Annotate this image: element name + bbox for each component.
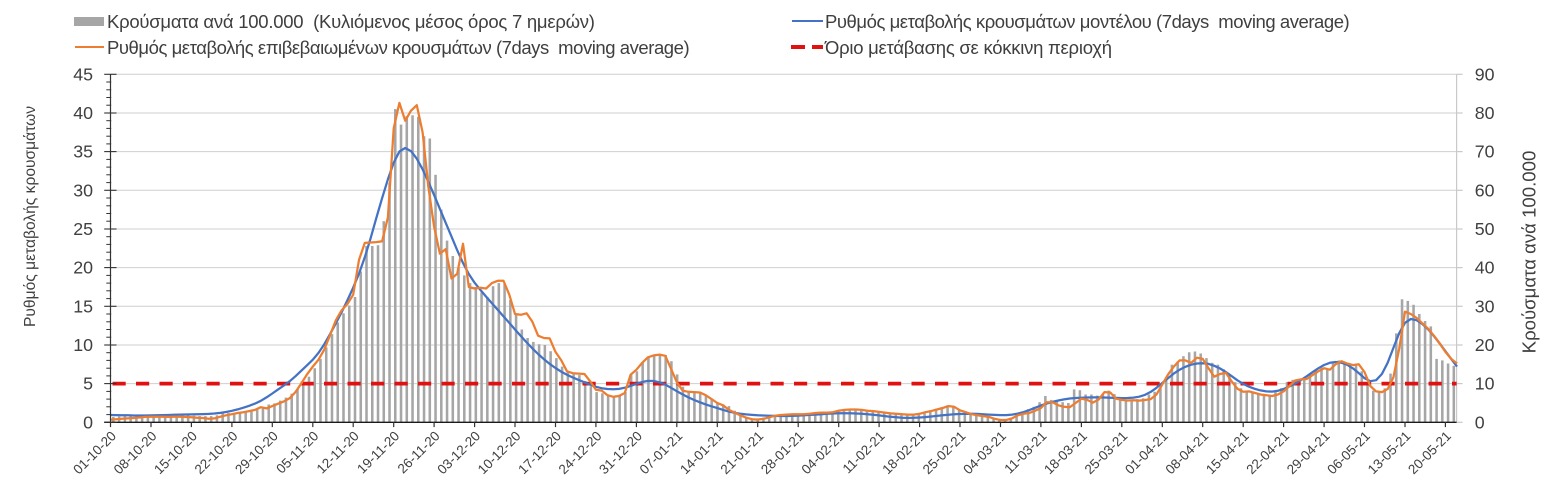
svg-text:11-02-21: 11-02-21: [840, 428, 888, 476]
svg-text:22-10-20: 22-10-20: [192, 428, 241, 477]
svg-text:10: 10: [73, 335, 93, 355]
svg-text:13-05-21: 13-05-21: [1365, 428, 1414, 477]
svg-text:35: 35: [73, 142, 93, 162]
svg-text:10: 10: [1475, 374, 1495, 394]
svg-text:30: 30: [73, 180, 93, 200]
svg-text:15: 15: [73, 296, 93, 316]
svg-text:15-04-21: 15-04-21: [1203, 428, 1252, 477]
svg-text:04-02-21: 04-02-21: [798, 428, 847, 477]
svg-text:28-01-21: 28-01-21: [758, 428, 807, 477]
svg-text:03-12-20: 03-12-20: [434, 428, 483, 477]
svg-text:07-01-21: 07-01-21: [637, 428, 686, 477]
svg-text:30: 30: [1475, 296, 1495, 316]
svg-text:80: 80: [1475, 103, 1495, 123]
svg-text:24-12-20: 24-12-20: [556, 428, 605, 477]
svg-text:19-11-20: 19-11-20: [354, 428, 402, 476]
svg-text:25-02-21: 25-02-21: [920, 428, 969, 477]
svg-text:05-11-20: 05-11-20: [273, 428, 321, 476]
svg-text:20: 20: [73, 258, 93, 278]
svg-text:45: 45: [73, 64, 93, 84]
svg-text:40: 40: [73, 103, 93, 123]
svg-text:25-03-21: 25-03-21: [1082, 428, 1131, 477]
svg-text:40: 40: [1475, 258, 1495, 278]
svg-text:15-10-20: 15-10-20: [151, 428, 200, 477]
svg-text:11-03-21: 11-03-21: [1001, 428, 1049, 476]
svg-text:04-03-21: 04-03-21: [960, 428, 1009, 477]
svg-text:70: 70: [1475, 142, 1495, 162]
svg-text:08-10-20: 08-10-20: [111, 428, 160, 477]
svg-text:0: 0: [1475, 412, 1485, 432]
svg-text:14-01-21: 14-01-21: [677, 428, 726, 477]
svg-text:01-04-21: 01-04-21: [1122, 428, 1171, 477]
svg-text:5: 5: [83, 374, 93, 394]
svg-text:90: 90: [1475, 64, 1495, 84]
svg-text:17-12-20: 17-12-20: [515, 428, 564, 477]
svg-text:22-04-21: 22-04-21: [1243, 428, 1292, 477]
svg-text:29-10-20: 29-10-20: [232, 428, 281, 477]
svg-text:06-05-21: 06-05-21: [1324, 428, 1373, 477]
svg-text:26-11-20: 26-11-20: [395, 428, 443, 476]
svg-text:50: 50: [1475, 219, 1495, 239]
svg-text:0: 0: [83, 412, 93, 432]
svg-text:18-03-21: 18-03-21: [1041, 428, 1090, 477]
svg-text:60: 60: [1475, 180, 1495, 200]
svg-text:25: 25: [73, 219, 93, 239]
svg-text:01-10-20: 01-10-20: [70, 428, 119, 477]
svg-text:08-04-21: 08-04-21: [1162, 428, 1211, 477]
svg-text:29-04-21: 29-04-21: [1284, 428, 1333, 477]
svg-text:20: 20: [1475, 335, 1495, 355]
svg-text:12-11-20: 12-11-20: [314, 428, 362, 476]
svg-text:18-02-21: 18-02-21: [879, 428, 928, 477]
svg-text:10-12-20: 10-12-20: [475, 428, 524, 477]
svg-text:31-12-20: 31-12-20: [596, 428, 645, 477]
svg-text:21-01-21: 21-01-21: [717, 428, 766, 477]
svg-text:20-05-21: 20-05-21: [1405, 428, 1454, 477]
